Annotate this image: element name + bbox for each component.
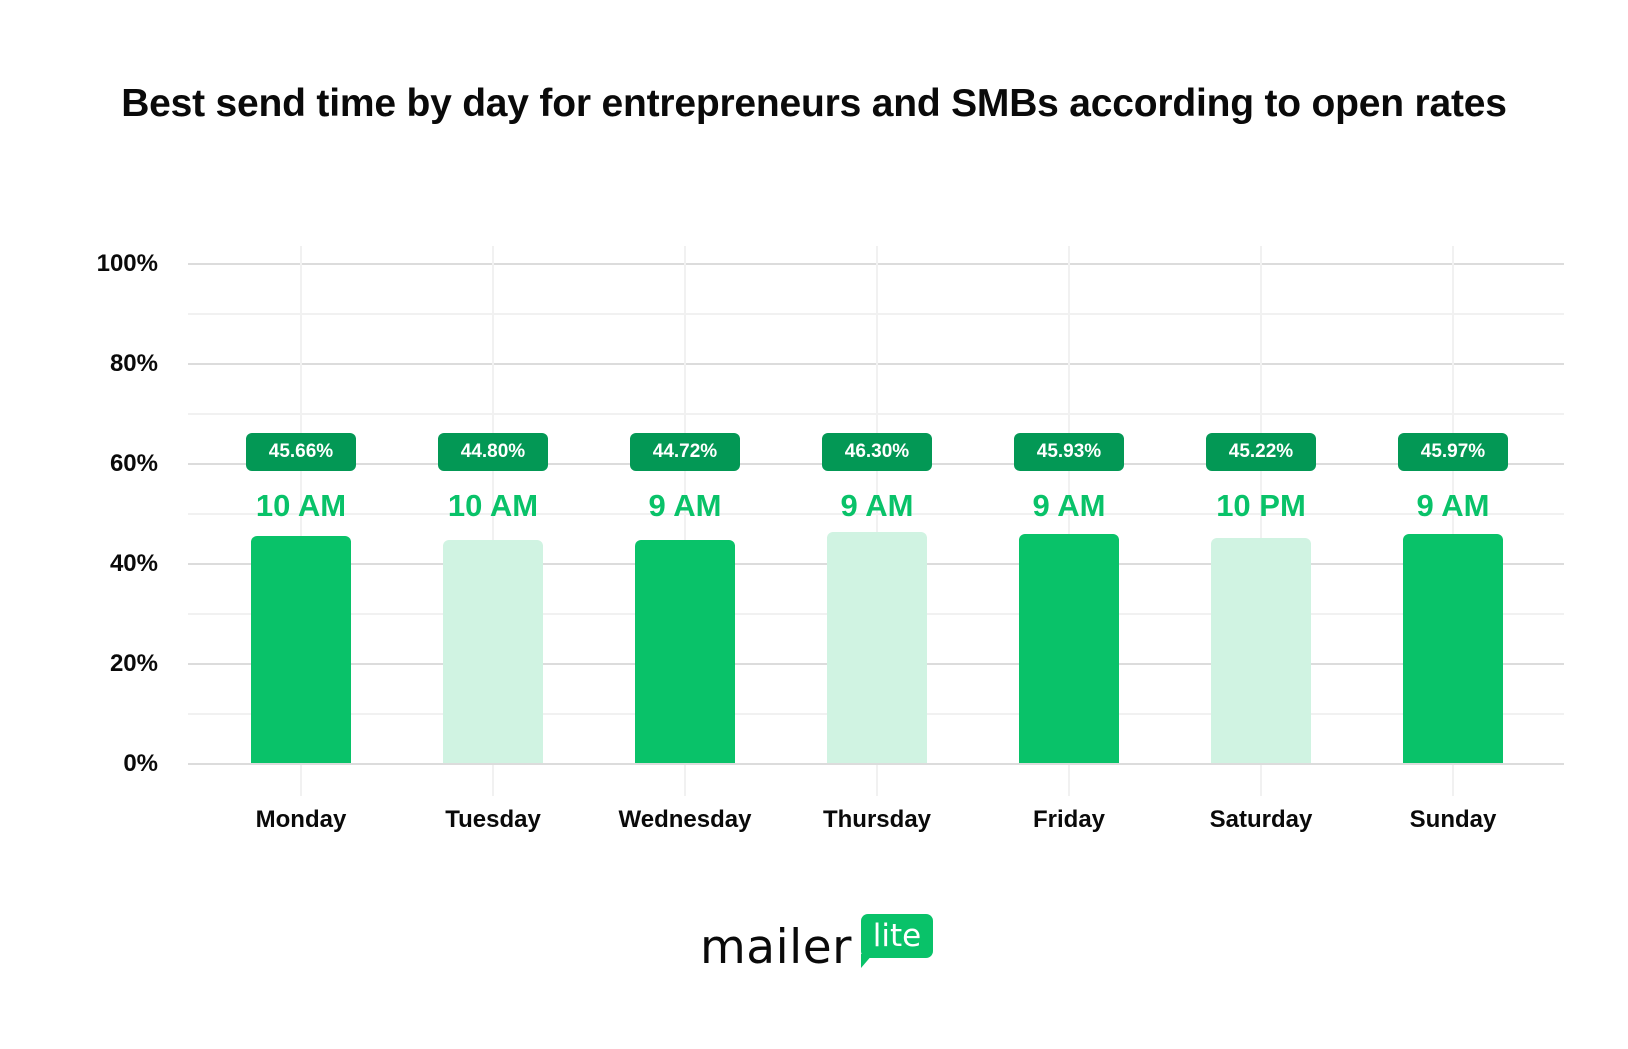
y-tick-40: 40% [109,550,158,577]
column-friday: 45.93% 9 AM [973,264,1165,764]
value-badge: 45.66% [246,433,356,471]
speech-bubble-icon: lite [861,914,933,958]
best-time-label: 10 AM [255,488,347,523]
x-label-thursday: Thursday [822,806,932,833]
column-saturday: 45.22% 10 PM [1165,264,1357,764]
bar-wednesday[interactable] [635,540,735,764]
x-axis-baseline [188,763,1564,765]
best-time-label: 10 PM [1216,488,1306,523]
bar-tuesday[interactable] [443,540,543,764]
value-badge: 45.22% [1206,433,1316,471]
best-time-label: 9 AM [1032,488,1106,523]
x-label-wednesday: Wednesday [618,806,752,833]
best-time-label: 9 AM [1416,488,1490,523]
column-tuesday: 44.80% 10 AM [397,264,589,764]
bar-saturday[interactable] [1211,538,1311,764]
y-tick-60: 60% [109,450,158,477]
mailerlite-logo: mailer lite [700,914,940,975]
bar-thursday[interactable] [827,532,927,764]
vgrid-wednesday [684,246,686,796]
value-badge: 45.93% [1014,433,1124,471]
bar-sunday[interactable] [1403,534,1503,764]
value-badge: 45.97% [1398,433,1508,471]
bar-friday[interactable] [1019,534,1119,764]
column-sunday: 45.97% 9 AM [1357,264,1549,764]
x-label-sunday: Sunday [1409,806,1497,833]
value-badge: 46.30% [822,433,932,471]
column-monday: 45.66% 10 AM [205,264,397,764]
vgrid-friday [1068,246,1070,796]
vgrid-saturday [1260,246,1262,796]
column-thursday: 46.30% 9 AM [781,264,973,764]
chart-title: Best send time by day for entrepreneurs … [121,82,1507,125]
speech-bubble-tail-icon [861,954,873,968]
y-tick-80: 80% [109,350,158,377]
vgrid-sunday [1452,246,1454,796]
x-label-monday: Monday [255,806,347,833]
x-label-tuesday: Tuesday [445,806,541,833]
best-time-label: 10 AM [447,488,539,523]
best-time-label: 9 AM [648,488,722,523]
vgrid-monday [300,246,302,796]
logo-wordmark: mailer [700,920,852,975]
column-wednesday: 44.72% 9 AM [589,264,781,764]
x-label-saturday: Saturday [1209,806,1313,833]
best-time-label: 9 AM [840,488,914,523]
plot-area: 45.66% 10 AM 44.80% 10 AM 44.72% 9 AM 46… [188,246,1564,796]
y-tick-100: 100% [96,250,158,277]
vgrid-thursday [876,246,878,796]
vgrid-tuesday [492,246,494,796]
value-badge: 44.80% [438,433,548,471]
x-label-friday: Friday [1032,806,1106,833]
logo-bubble-text: lite [872,918,922,954]
bar-monday[interactable] [251,536,351,764]
value-badge: 44.72% [630,433,740,471]
y-tick-0: 0% [123,750,158,777]
y-tick-20: 20% [109,650,158,677]
